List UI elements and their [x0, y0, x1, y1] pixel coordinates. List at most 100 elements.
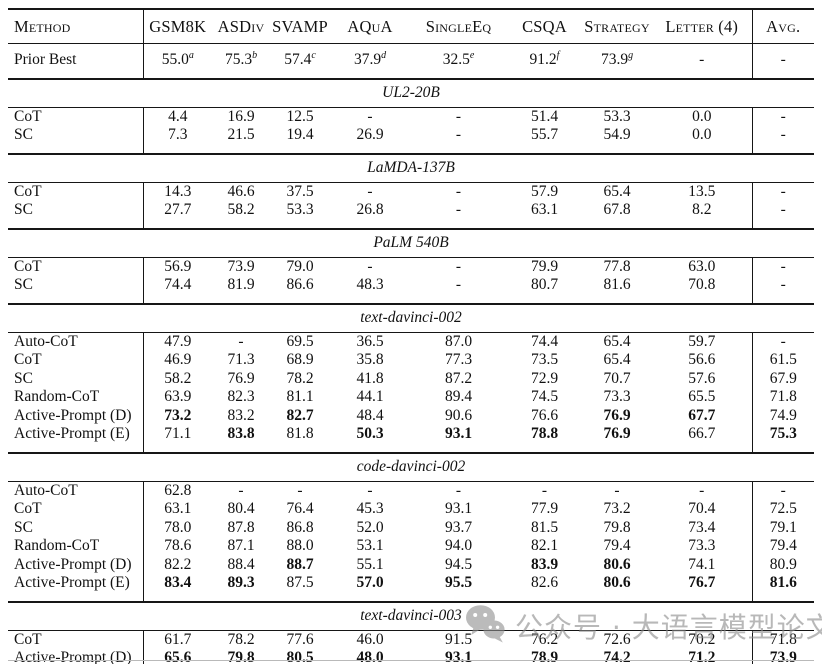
column-header-aqua: AQuA [330, 9, 410, 44]
table-cell-aqua: 41.8 [356, 369, 384, 387]
table-cell-strategy: - [614, 481, 620, 499]
table-cell-letter-4: 8.2 [692, 201, 712, 218]
table-cell-strategy: 65.4 [603, 332, 631, 350]
table-cell-avg: - [751, 257, 814, 276]
table-cell-asdiv: 81.9 [227, 276, 255, 293]
table-cell-aqua: 50.3 [356, 425, 384, 442]
table-cell-asdiv: 87.8 [227, 518, 255, 536]
table-cell-svamp: 80.5 [286, 649, 314, 664]
table-row-prior-best: Prior Best 55.0a 75.3b 57.4c 37.9d 32.5e 91.2f… [8, 43, 814, 79]
row-label: Active-Prompt (E) [14, 574, 130, 591]
table-cell-asdiv: 73.9 [227, 257, 255, 275]
table-cell-avg: - [751, 276, 814, 304]
table-cell-aqua: - [367, 182, 373, 200]
table-cell-svamp: 79.0 [286, 257, 314, 275]
table-cell-gsm8k: 78.0 [142, 518, 212, 537]
table-cell-gsm8k: 73.2 [142, 406, 212, 425]
row-label: Active-Prompt (D) [14, 555, 132, 573]
table-cell-letter-4: 66.7 [688, 425, 716, 442]
table-cell-csqa: 82.1 [530, 537, 559, 554]
table-cell-avg: 79.1 [751, 518, 814, 537]
table-cell-strategy: 81.6 [603, 276, 631, 293]
table-cell-aqua: 48.0 [356, 649, 384, 664]
table-cell-singleeq: 94.0 [444, 537, 473, 554]
row-label: Active-Prompt (D) [14, 649, 132, 664]
table-cell-aqua: 26.9 [356, 126, 384, 143]
table-cell-gsm8k: 55.0a [142, 43, 212, 79]
table-row-code-davinci-002-sc: SC 78.0 87.8 86.8 52.0 93.7 81.5 79.8 73.4 79.1 [8, 518, 814, 537]
table-row-text-davinci-002-auto-cot: Auto-CoT 47.9 - 69.5 36.5 87.0 74.4 65.4 59.7 - [8, 332, 814, 351]
table-cell-svamp: 88.7 [286, 555, 314, 573]
table-cell-strategy: 54.9 [603, 126, 631, 143]
table-cell-csqa: 74.4 [530, 332, 559, 350]
table-cell-asdiv: 79.8 [227, 649, 255, 664]
table-cell-avg: - [751, 201, 814, 229]
row-label: SC [14, 126, 33, 143]
table-cell-strategy: 72.6 [603, 630, 631, 648]
table-row-lamda-137b-sc: SC 27.7 58.2 53.3 26.8 - 63.1 67.8 8.2 - [8, 201, 814, 229]
table-cell-singleeq: 93.1 [444, 649, 473, 664]
table-cell-strategy: 65.4 [603, 351, 631, 368]
table-cell-letter-4: 76.7 [688, 574, 716, 591]
table-cell-gsm8k: 82.2 [142, 555, 212, 574]
table-cell-strategy: 73.3 [603, 388, 631, 405]
table-cell-singleeq: - [455, 276, 462, 293]
table-cell-csqa: 55.7 [530, 126, 559, 143]
table-cell-strategy: 80.6 [603, 555, 631, 573]
table-cell-gsm8k: 7.3 [142, 126, 212, 154]
table-cell-letter-4: 59.7 [688, 332, 716, 350]
table-cell-asdiv: 75.3b [224, 49, 258, 68]
table-cell-gsm8k: 61.7 [142, 630, 212, 649]
results-table: Method GSM8K ASDiv SVAMP AQuA SingleEq CSQA Str… [8, 8, 814, 664]
section-title-text: UL2-20B [8, 77, 814, 108]
table-cell-aqua: 48.4 [356, 406, 384, 424]
table-cell-avg: 79.4 [751, 537, 814, 556]
table-cell-csqa: - [541, 481, 548, 499]
table-cell-csqa: 91.2f [529, 49, 560, 68]
table-cell-letter-4: 67.7 [688, 406, 716, 424]
table-cell-strategy: 76.9 [603, 425, 631, 442]
table-cell-avg: 67.9 [751, 369, 814, 388]
column-header-letter-4: Letter (4) [652, 9, 752, 44]
table-cell-aqua: 57.0 [356, 574, 384, 591]
superscript-note: g [628, 49, 634, 61]
table-cell-svamp: 82.7 [286, 406, 314, 424]
row-label: SC [14, 201, 33, 218]
table-cell-avg: 80.9 [751, 555, 814, 574]
table-header-row: Method GSM8K ASDiv SVAMP AQuA SingleEq CSQA Str… [8, 9, 814, 44]
results-table-body: Method GSM8K ASDiv SVAMP AQuA SingleEq CSQA Str… [8, 9, 814, 664]
table-cell-csqa: 73.5 [530, 351, 559, 368]
table-cell-gsm8k: 58.2 [142, 369, 212, 388]
table-cell-singleeq: 94.5 [444, 555, 473, 573]
table-cell-svamp: 86.6 [286, 276, 314, 293]
table-cell-singleeq: - [455, 257, 462, 275]
table-row-palm-540b-cot: CoT 56.9 73.9 79.0 - - 79.9 77.8 63.0 - [8, 257, 814, 276]
table-cell-csqa: 57.9 [530, 182, 559, 200]
table-cell-singleeq: - [455, 126, 462, 143]
table-cell-svamp: 53.3 [286, 201, 314, 218]
table-cell-strategy: 79.4 [603, 537, 631, 554]
table-cell-strategy: 73.9g [600, 49, 634, 68]
table-cell-gsm8k: 47.9 [142, 332, 212, 351]
column-header-gsm8k: GSM8K [142, 9, 212, 44]
table-cell-singleeq: 93.7 [444, 518, 473, 536]
table-row-code-davinci-002-cot: CoT 63.1 80.4 76.4 45.3 93.1 77.9 73.2 70.4 72.5 [8, 500, 814, 519]
superscript-note: b [252, 49, 258, 61]
table-cell-avg: - [751, 332, 814, 351]
row-label: Active-Prompt (E) [14, 425, 130, 442]
table-cell-gsm8k: 63.9 [142, 388, 212, 407]
table-cell-strategy: 79.8 [603, 518, 631, 536]
superscript-note: d [381, 49, 387, 61]
table-cell-csqa: 78.8 [530, 425, 559, 442]
table-cell-gsm8k: 4.4 [142, 107, 212, 126]
table-cell-letter-4: 56.6 [688, 351, 716, 368]
table-cell-avg: 75.3 [751, 425, 814, 453]
table-cell-csqa: 74.5 [530, 388, 559, 405]
table-cell-singleeq: 87.0 [444, 332, 473, 350]
table-cell-singleeq: - [455, 182, 462, 200]
table-cell-strategy: 67.8 [603, 201, 631, 218]
table-row-text-davinci-002-active-prompt-e: Active-Prompt (E) 71.1 83.8 81.8 50.3 93.1 78.… [8, 425, 814, 453]
table-cell-svamp: 87.5 [286, 574, 314, 591]
table-row-text-davinci-003-active-prompt-d: Active-Prompt (D) 65.6 79.8 80.5 48.0 93.1 78.… [8, 649, 814, 664]
table-cell-csqa: 63.1 [530, 201, 559, 218]
